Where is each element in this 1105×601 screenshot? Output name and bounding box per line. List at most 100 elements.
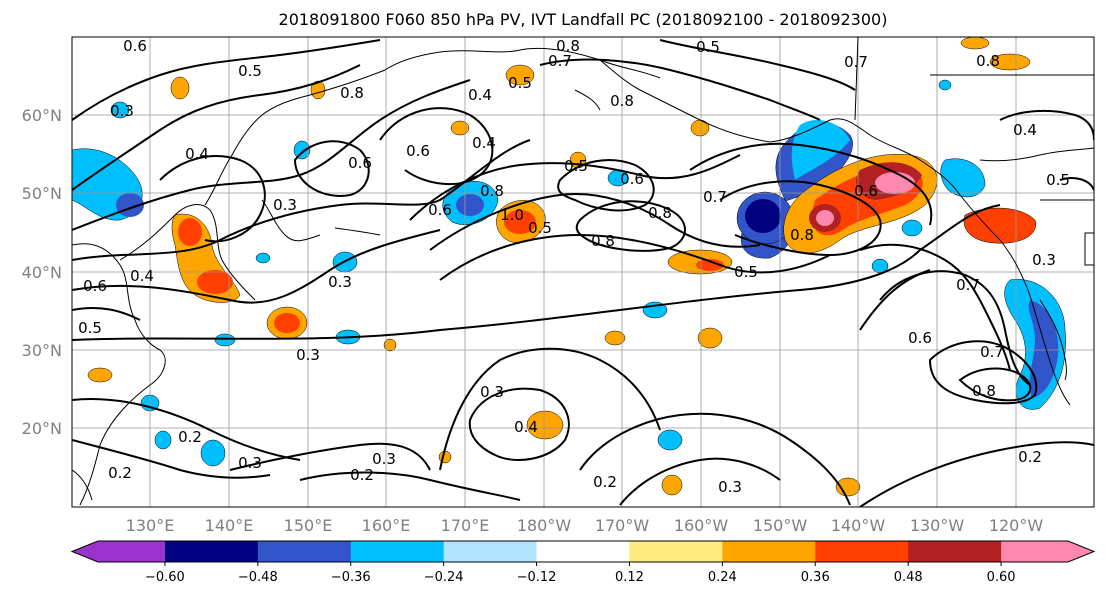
colorbar-swatch	[722, 541, 816, 562]
contour-label: 0.4	[185, 145, 209, 163]
contour-label: 0.8	[648, 204, 672, 222]
lat-tick-label: 50°N	[22, 184, 62, 203]
contour-label: 0.8	[480, 182, 504, 200]
contour-label: 0.5	[78, 319, 102, 337]
contour-label: 0.3	[372, 450, 396, 468]
contour-label: 0.3	[328, 273, 352, 291]
contour-label: 0.4	[468, 86, 492, 104]
colorbar-tick-label: 0.12	[615, 570, 644, 585]
pv-region	[696, 259, 724, 271]
pv-region	[178, 218, 202, 246]
contour-label: 0.3	[273, 196, 297, 214]
pv-region	[690, 119, 710, 137]
pv-region	[963, 207, 1036, 244]
pv-region	[438, 450, 452, 464]
colorbar-tick-label: 0.36	[801, 570, 830, 585]
pv-region	[835, 477, 861, 497]
pv-region	[875, 172, 915, 194]
coastlines	[72, 37, 1094, 506]
contour-label: 0.6	[908, 329, 932, 347]
contour-label: 0.5	[696, 38, 720, 56]
pv-region	[816, 210, 834, 226]
lon-tick-label: 130°W	[910, 516, 965, 535]
map-panel: 0.6 0.5 0.8 0.7 0.5 0.8 0.7 0.8 0.4 0.5 …	[22, 36, 1095, 535]
contour-label: 0.8	[972, 382, 996, 400]
colorbar-outline	[70, 540, 1096, 563]
contour-label: 0.7	[844, 53, 868, 71]
pv-region	[255, 252, 271, 264]
colorbar: −0.60 −0.48 −0.36 −0.24 −0.12 0.12 0.24 0.36 0.4…	[70, 540, 1096, 585]
colorbar-swatch	[72, 541, 165, 562]
pv-region	[960, 37, 990, 50]
contour-label: 0.3	[110, 102, 134, 120]
pv-region	[110, 101, 130, 119]
contour-label: 0.4	[514, 418, 538, 436]
pv-region	[745, 199, 781, 233]
contour-label: 0.7	[956, 276, 980, 294]
colorbar-ticks: −0.60 −0.48 −0.36 −0.24 −0.12 0.12 0.24 0.36 0.4…	[145, 562, 1016, 585]
contour-label: 0.8	[790, 226, 814, 244]
pv-region	[791, 120, 850, 180]
pv-region	[154, 430, 172, 450]
colorbar-swatch	[908, 541, 1002, 562]
lon-tick-label: 130°E	[126, 516, 175, 535]
pv-region	[938, 79, 952, 91]
contour-label: 0.2	[178, 428, 202, 446]
contour-label: 0.6	[123, 37, 147, 55]
contour-label: 0.8	[556, 37, 580, 55]
contour-label: 0.2	[1018, 448, 1042, 466]
colorbar-swatch	[164, 541, 259, 562]
pv-region	[604, 330, 626, 346]
pv-region	[274, 313, 300, 333]
colorbar-tick-label: 0.24	[708, 570, 737, 585]
contour-label: 0.7	[548, 52, 572, 70]
contour-label: 0.5	[564, 157, 588, 175]
contour-label: 0.2	[593, 473, 617, 491]
contour-label: 0.3	[1032, 251, 1056, 269]
lon-tick-label: 160°W	[674, 516, 729, 535]
pv-region	[657, 429, 683, 451]
contour-label: 0.6	[348, 154, 372, 172]
lon-tick-label: 160°E	[362, 516, 411, 535]
lat-axis: 20°N 30°N 40°N 50°N 60°N	[22, 106, 62, 438]
lon-axis: 130°E 140°E 150°E 160°E 170°E 180°W 170°…	[126, 516, 1044, 535]
colorbar-tick-label: −0.48	[238, 570, 278, 585]
contour-label: 0.5	[734, 263, 758, 281]
lon-tick-label: 170°E	[441, 516, 490, 535]
contour-label: 0.4	[1013, 121, 1037, 139]
contour-label: 0.4	[472, 134, 496, 152]
contour-label: 0.5	[1046, 171, 1070, 189]
lat-tick-label: 30°N	[22, 341, 62, 360]
pv-region	[697, 327, 723, 349]
colorbar-swatch	[536, 541, 630, 562]
contour-label: 0.7	[980, 343, 1004, 361]
contour-label: 0.8	[610, 92, 634, 110]
contour-label: 0.2	[350, 466, 374, 484]
colorbar-swatch	[443, 541, 538, 562]
pv-region	[383, 338, 397, 352]
pv-region	[456, 194, 484, 216]
lon-tick-label: 170°W	[595, 516, 650, 535]
pv-region	[214, 333, 236, 347]
map-frame	[71, 36, 1095, 508]
contour-label: 0.5	[528, 219, 552, 237]
contour-label: 1.0	[500, 206, 524, 224]
lat-tick-label: 20°N	[22, 419, 62, 438]
lat-tick-label: 60°N	[22, 106, 62, 125]
lon-tick-label: 180°W	[517, 516, 572, 535]
pv-region	[170, 76, 190, 100]
colorbar-tick-label: −0.60	[145, 570, 185, 585]
lon-tick-label: 140°E	[205, 516, 254, 535]
lon-tick-label: 120°W	[989, 516, 1044, 535]
contour-label: 0.5	[508, 74, 532, 92]
contour-label: 0.7	[703, 188, 727, 206]
pv-region	[200, 439, 226, 467]
pv-region	[450, 120, 470, 136]
pv-contours	[72, 39, 1094, 507]
contour-label: 0.3	[718, 478, 742, 496]
contour-label: 0.8	[976, 52, 1000, 70]
pv-region	[661, 474, 683, 496]
colorbar-swatch	[629, 541, 723, 562]
colorbar-tick-label: −0.24	[424, 570, 464, 585]
